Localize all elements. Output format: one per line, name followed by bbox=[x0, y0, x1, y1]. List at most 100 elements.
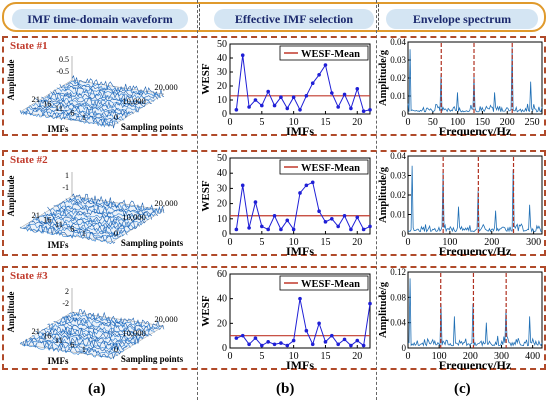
y-tick-label: 40 bbox=[217, 168, 227, 179]
x-tick-label: 200 bbox=[463, 351, 478, 362]
legend-label: WESF-Mean bbox=[301, 49, 360, 60]
y-tick-label: 50 bbox=[217, 153, 227, 164]
header-separator bbox=[199, 4, 200, 30]
data-point bbox=[304, 328, 309, 333]
samples-tick-label: 0 bbox=[114, 344, 118, 354]
caption-b: (b) bbox=[276, 381, 295, 397]
data-point bbox=[342, 337, 347, 342]
x-tick-label: 250 bbox=[525, 117, 540, 128]
data-point bbox=[355, 215, 360, 220]
imf-trace bbox=[53, 321, 146, 340]
data-point bbox=[336, 224, 340, 229]
data-point bbox=[349, 106, 353, 111]
data-point bbox=[317, 73, 321, 77]
z-tick-label: -2 bbox=[62, 299, 69, 308]
y-tick-label: 10 bbox=[217, 214, 227, 225]
imf-tick-label: 21 bbox=[32, 94, 41, 104]
data-point bbox=[291, 227, 296, 232]
y-axis-label: Amplitude/g bbox=[378, 166, 389, 223]
data-point bbox=[336, 105, 340, 109]
column-separator bbox=[197, 0, 198, 400]
data-point bbox=[330, 217, 334, 221]
state-box-1 bbox=[2, 36, 546, 136]
x-tick-label: 20 bbox=[352, 117, 362, 128]
data-point bbox=[247, 226, 251, 230]
data-point bbox=[298, 108, 302, 112]
column-separator bbox=[376, 0, 377, 400]
state-box-2 bbox=[2, 150, 546, 256]
imf-tick-label: 1 bbox=[82, 344, 86, 354]
z-axis-label: Amplitude bbox=[6, 59, 16, 100]
data-point bbox=[272, 213, 277, 218]
data-point bbox=[361, 343, 366, 348]
x-axis-label: IMFs bbox=[286, 124, 314, 136]
y-tick-label: 40 bbox=[217, 53, 227, 64]
imf-tick-label: 1 bbox=[82, 112, 86, 122]
header-bar: IMF time-domain waveform Effective IMF s… bbox=[2, 2, 546, 32]
y-axis-label: WESF bbox=[200, 180, 212, 211]
imf-trace bbox=[68, 312, 162, 330]
imf-tick-label: 11 bbox=[55, 335, 63, 345]
data-point bbox=[234, 336, 239, 340]
data-point bbox=[355, 338, 360, 343]
data-point bbox=[253, 200, 258, 204]
data-point bbox=[266, 227, 270, 232]
imf-trace bbox=[25, 106, 119, 125]
caption-a: (a) bbox=[88, 381, 106, 397]
data-point bbox=[279, 95, 283, 99]
imf-trace bbox=[56, 87, 149, 104]
x-tick-label: 0 bbox=[228, 117, 233, 128]
x-tick-label: 5 bbox=[259, 237, 264, 248]
imf-trace bbox=[53, 89, 146, 108]
imf-tick-label: 16 bbox=[43, 215, 52, 225]
data-point bbox=[285, 106, 290, 111]
imf-tick-label: 21 bbox=[32, 210, 41, 220]
legend-box bbox=[279, 275, 369, 291]
imf-tick-label: 21 bbox=[32, 326, 41, 336]
data-point bbox=[298, 191, 302, 195]
spectrum-line bbox=[407, 278, 543, 347]
x-axis-label: IMFs bbox=[286, 358, 314, 370]
imf-tick-label: 11 bbox=[55, 219, 63, 229]
y-tick-label: 0.02 bbox=[390, 73, 406, 83]
data-point bbox=[234, 108, 239, 112]
imf-trace bbox=[44, 327, 137, 345]
imf-trace bbox=[47, 91, 140, 113]
data-point bbox=[247, 342, 251, 347]
envelope-chart-1: 0 0.01 0.02 0.03 0.04 0 50 100 150 200 250 Frequenc… bbox=[378, 38, 543, 136]
data-point bbox=[368, 224, 372, 229]
imf-trace bbox=[35, 97, 128, 119]
data-point bbox=[260, 103, 264, 108]
imf-tick-label: 11 bbox=[55, 103, 63, 113]
y-tick-label: 40 bbox=[217, 294, 227, 305]
samples-tick-label: 10,000 bbox=[122, 96, 145, 106]
x-tick-label: 20 bbox=[352, 351, 362, 362]
x-tick-label: 5 bbox=[259, 351, 264, 362]
imf-trace bbox=[50, 91, 143, 109]
z-tick-label: -1 bbox=[62, 183, 69, 192]
imf-trace bbox=[31, 218, 125, 237]
data-point bbox=[317, 209, 321, 213]
waveform-panel-3: 2 -2 Amplitude 21 16 11 6 1 IMFs 20,000 10,000 0Sam… bbox=[6, 287, 184, 366]
x-tick-label: 10 bbox=[289, 237, 299, 248]
z-tick-label: 1 bbox=[65, 171, 69, 180]
x-tick-label: 0 bbox=[228, 351, 233, 362]
imf-trace bbox=[44, 211, 137, 229]
data-point bbox=[304, 183, 309, 188]
x-tick-label: 100 bbox=[432, 351, 447, 362]
imf-tick-label: 6 bbox=[70, 340, 74, 350]
state-label-1: State #1 bbox=[10, 40, 48, 52]
data-point bbox=[342, 92, 347, 97]
y-tick-label: 30 bbox=[217, 67, 227, 78]
data-point bbox=[266, 340, 270, 344]
state-label-3: State #3 bbox=[10, 270, 48, 282]
imf-trace bbox=[59, 201, 153, 220]
state-label-2: State #2 bbox=[10, 154, 48, 166]
imf-trace bbox=[32, 103, 125, 121]
envelope-chart-3: 0 0.04 0.08 0.12 0 100 200 300 400 Frequency/Hz Am… bbox=[378, 268, 543, 370]
y-tick-label: 0.04 bbox=[390, 152, 406, 161]
data-point bbox=[260, 224, 264, 229]
y-tick-label: 0 bbox=[402, 229, 407, 239]
data-point bbox=[310, 81, 315, 85]
